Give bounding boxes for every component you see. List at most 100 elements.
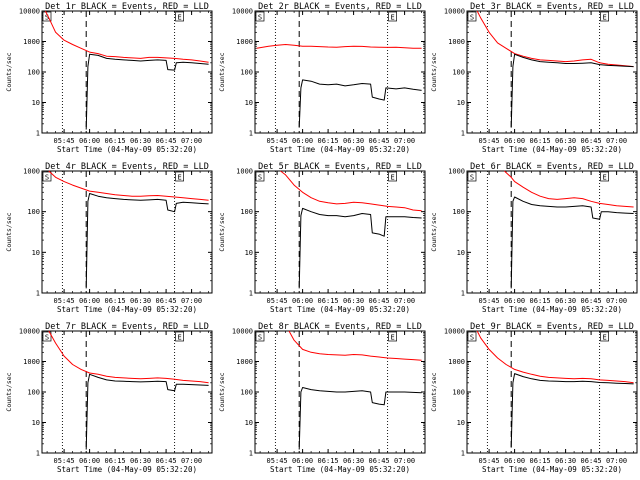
marker-label-box bbox=[600, 11, 609, 22]
series-lld-line bbox=[48, 170, 209, 201]
marker-label: S bbox=[45, 174, 49, 182]
marker-label: S bbox=[470, 174, 474, 182]
series-events-line bbox=[85, 53, 209, 130]
x-tick-label: 06:00 bbox=[79, 457, 100, 465]
marker-label: E bbox=[390, 14, 394, 22]
x-tick-label: 06:45 bbox=[156, 457, 177, 465]
marker-label: S bbox=[45, 14, 49, 22]
x-tick-label: 07:00 bbox=[181, 297, 202, 305]
x-tick-label: 06:45 bbox=[581, 297, 602, 305]
x-tick-label: 06:45 bbox=[369, 297, 390, 305]
series-lld-line bbox=[476, 330, 634, 384]
panel-title: Det 3r BLACK = Events, RED = LLD bbox=[470, 2, 634, 12]
panel-title: Det 9r BLACK = Events, RED = LLD bbox=[470, 322, 634, 332]
panel-det-2: Det 2r BLACK = Events, RED = LLD 1 10 100 10… bbox=[218, 2, 426, 154]
panel-title: Det 7r BLACK = Events, RED = LLD bbox=[45, 322, 209, 332]
x-tick-label: 07:00 bbox=[606, 457, 627, 465]
x-tick-label: 06:00 bbox=[504, 297, 525, 305]
series-events-line bbox=[85, 193, 209, 289]
y-tick-label: 10 bbox=[457, 249, 465, 257]
panel-det-7: Det 7r BLACK = Events, RED = LLD 1 10 100 10… bbox=[5, 322, 213, 474]
panel-det-3: Det 3r BLACK = Events, RED = LLD 1 10 100 10… bbox=[430, 2, 638, 154]
x-tick-label: 06:00 bbox=[79, 297, 100, 305]
y-tick-label: 10000 bbox=[444, 328, 465, 336]
panel-title: Det 6r BLACK = Events, RED = LLD bbox=[470, 162, 634, 172]
y-tick-label: 1 bbox=[461, 450, 465, 458]
x-tick-label: 06:45 bbox=[581, 457, 602, 465]
marker-label: E bbox=[177, 174, 181, 182]
y-tick-label: 10 bbox=[32, 99, 40, 107]
y-tick-label: 1000 bbox=[236, 358, 253, 366]
x-tick-label: 06:30 bbox=[343, 137, 364, 145]
y-tick-label: 100 bbox=[27, 69, 40, 77]
series-lld-line bbox=[280, 170, 422, 212]
y-axis-label: Counts/sec bbox=[430, 372, 438, 411]
x-tick-label: 06:45 bbox=[156, 297, 177, 305]
y-tick-label: 1000 bbox=[448, 358, 465, 366]
x-tick-label: 05:45 bbox=[267, 297, 288, 305]
panel-det-4: Det 4r BLACK = Events, RED = LLD 1 10 100 10… bbox=[5, 162, 213, 314]
y-tick-label: 100 bbox=[27, 208, 40, 216]
series-events-line bbox=[510, 373, 634, 448]
y-tick-label: 10 bbox=[32, 419, 40, 427]
marker-label-box bbox=[388, 331, 397, 342]
x-tick-label: 06:30 bbox=[343, 297, 364, 305]
y-tick-label: 1 bbox=[461, 130, 465, 138]
x-tick-label: 07:00 bbox=[606, 137, 627, 145]
y-tick-label: 100 bbox=[452, 389, 465, 397]
marker-label-box bbox=[600, 331, 609, 342]
x-tick-label: 06:30 bbox=[555, 457, 576, 465]
series-lld-line bbox=[288, 330, 422, 361]
panel-title: Det 2r BLACK = Events, RED = LLD bbox=[258, 2, 422, 12]
y-tick-label: 100 bbox=[240, 69, 253, 77]
y-tick-label: 1000 bbox=[448, 168, 465, 176]
series-events-line bbox=[510, 196, 634, 289]
marker-label-box bbox=[600, 171, 609, 182]
x-axis-label: Start Time (04-May-09 05:32:20) bbox=[57, 465, 197, 474]
series-lld-line bbox=[504, 170, 634, 208]
series-events-line bbox=[298, 387, 422, 450]
marker-label: S bbox=[258, 14, 262, 22]
y-tick-label: 1000 bbox=[23, 358, 40, 366]
x-tick-label: 07:00 bbox=[181, 137, 202, 145]
marker-label: E bbox=[602, 174, 606, 182]
panel-title: Det 4r BLACK = Events, RED = LLD bbox=[45, 162, 209, 172]
series-lld-line bbox=[48, 330, 209, 384]
x-tick-label: 06:15 bbox=[530, 137, 551, 145]
x-tick-label: 06:00 bbox=[504, 457, 525, 465]
x-axis-label: Start Time (04-May-09 05:32:20) bbox=[270, 305, 410, 314]
x-tick-label: 06:15 bbox=[105, 457, 126, 465]
marker-label: E bbox=[602, 334, 606, 342]
series-events-line bbox=[298, 79, 422, 128]
y-tick-label: 100 bbox=[27, 389, 40, 397]
x-axis-label: Start Time (04-May-09 05:32:20) bbox=[57, 305, 197, 314]
marker-label: S bbox=[470, 14, 474, 22]
x-axis-label: Start Time (04-May-09 05:32:20) bbox=[482, 145, 622, 154]
x-tick-label: 06:30 bbox=[343, 457, 364, 465]
series-events-line bbox=[85, 373, 209, 450]
marker-label: S bbox=[258, 334, 262, 342]
marker-label-box bbox=[175, 11, 184, 22]
x-tick-label: 06:30 bbox=[130, 297, 151, 305]
y-axis-label: Counts/sec bbox=[218, 372, 226, 411]
y-tick-label: 1000 bbox=[448, 38, 465, 46]
panel-det-9: Det 9r BLACK = Events, RED = LLD 1 10 100 10… bbox=[430, 322, 638, 474]
x-tick-label: 06:15 bbox=[105, 297, 126, 305]
panel-det-6: Det 6r BLACK = Events, RED = LLD 1 10 100 10… bbox=[430, 162, 638, 314]
y-tick-label: 100 bbox=[240, 389, 253, 397]
x-tick-label: 05:45 bbox=[479, 137, 500, 145]
x-tick-label: 07:00 bbox=[394, 457, 415, 465]
y-tick-label: 10 bbox=[245, 419, 253, 427]
marker-label-box bbox=[255, 171, 265, 182]
y-tick-label: 10000 bbox=[444, 8, 465, 16]
x-tick-label: 06:30 bbox=[555, 297, 576, 305]
panel-title: Det 1r BLACK = Events, RED = LLD bbox=[45, 2, 209, 12]
x-tick-label: 05:45 bbox=[54, 457, 75, 465]
marker-label-box bbox=[175, 171, 184, 182]
x-tick-label: 06:45 bbox=[581, 137, 602, 145]
x-axis-label: Start Time (04-May-09 05:32:20) bbox=[270, 145, 410, 154]
x-axis-label: Start Time (04-May-09 05:32:20) bbox=[482, 305, 622, 314]
marker-label: E bbox=[390, 174, 394, 182]
y-tick-label: 1 bbox=[36, 290, 40, 298]
